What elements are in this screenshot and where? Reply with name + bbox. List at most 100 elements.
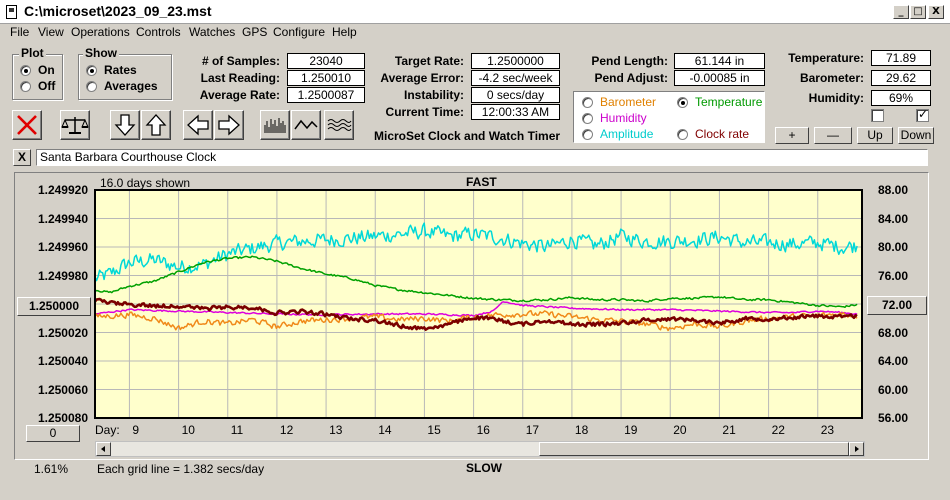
x-tick-label: 19 [624,423,638,437]
y-left-tick-label: 1.249920 [37,183,88,197]
plus-button[interactable]: + [775,127,809,144]
checkbox-1[interactable] [871,109,884,122]
menu-configure[interactable]: Configure [273,25,326,39]
amplitude-radio[interactable] [582,129,593,140]
x-tick-label: 21 [722,423,736,437]
scale-icon [61,117,89,134]
up-arrow-button[interactable] [141,110,171,140]
x-tick-label: 22 [771,423,785,437]
center-rate-button[interactable]: 1.250000 [17,297,91,316]
plot-on-label[interactable]: On [38,63,55,77]
series-line-clock-rate [93,297,858,332]
app-icon [6,5,17,19]
temperature-label: Temperature: [788,51,864,65]
y-left-tick-label: 1.249940 [37,211,88,226]
scroll-left-button[interactable] [96,442,111,456]
plot-group-title: Plot [19,46,46,60]
y-left-tick-label: 1.250060 [37,382,88,397]
series-line-temperature [94,255,858,309]
instability-label: Instability: [403,88,464,102]
show-averages-label[interactable]: Averages [104,79,158,93]
scroll-right-button[interactable] [849,442,864,456]
y-left-tick-label: 1.250020 [37,325,88,340]
day-label: Day: [95,423,120,437]
arrow-up-icon [145,114,167,136]
right-arrow-button[interactable] [214,110,244,140]
menu-operations[interactable]: Operations [71,25,130,39]
show-averages-radio[interactable] [86,81,97,92]
balance-button[interactable] [60,110,90,140]
x-tick-label: 16 [476,423,490,437]
x-tick-label: 9 [132,423,140,437]
wave-graph-button[interactable] [291,110,321,140]
bar-graph-button[interactable] [260,110,290,140]
minus-button[interactable]: — [814,127,852,144]
target-rate-field: 1.2500000 [471,53,560,69]
clock-rate-radio[interactable] [677,129,688,140]
menu-gps[interactable]: GPS [242,25,268,39]
clock-name-input[interactable]: Santa Barbara Courthouse Clock [36,149,928,166]
plot-off-label[interactable]: Off [38,79,56,93]
maximize-button[interactable]: □ [910,5,926,19]
up-button[interactable]: Up [857,127,893,144]
y-left-tick-label: 1.250080 [37,411,88,425]
days-shown-label: 16.0 days shown [100,176,191,190]
humidity-option-label[interactable]: Humidity [600,111,647,125]
plot-off-radio[interactable] [20,81,31,92]
checkbox-2[interactable]: ✓ [916,107,929,122]
x-tick-label: 23 [820,423,835,437]
center-sensor-button[interactable]: 72.00 [867,296,927,315]
current-time-field: 12:00:33 AM [471,104,560,120]
multi-wave-icon [327,119,352,131]
series-line-amplitude [94,222,858,282]
menu-file[interactable]: File [10,25,30,39]
menu-watches[interactable]: Watches [189,25,236,39]
temperature-radio[interactable] [677,97,688,108]
down-button[interactable]: Down [898,127,934,144]
samples-field: 23040 [287,53,365,69]
menu-controls[interactable]: Controls [136,25,181,39]
y-right-tick-label: 80.00 [877,240,908,254]
title-bar: C:\microset\2023_09_23.mst _ □ X [0,0,950,24]
y-right-tick-label: 84.00 [877,211,908,226]
zero-button[interactable]: 0 [26,425,80,442]
menu-help[interactable]: Help [332,25,357,39]
temperature-option-label[interactable]: Temperature [695,95,763,109]
multi-wave-button[interactable] [324,110,354,140]
plot-on-radio[interactable] [20,65,31,76]
left-arrow-button[interactable] [183,110,213,140]
pend-adjust-label: Pend Adjust: [594,71,668,85]
average-rate-field: 1.2500087 [287,87,365,103]
check-mark-icon: ✓ [918,107,929,121]
amplitude-option-label[interactable]: Amplitude [600,127,654,141]
minimize-button[interactable]: _ [893,5,909,19]
stop-button[interactable] [12,110,42,140]
show-rates-radio[interactable] [86,65,97,76]
show-rates-label[interactable]: Rates [104,63,137,77]
clear-clock-name-button[interactable]: X [13,149,31,166]
down-arrow-button[interactable] [110,110,140,140]
series-line-barometer [94,309,858,332]
window-title: C:\microset\2023_09_23.mst [24,3,212,19]
menu-view[interactable]: View [38,25,64,39]
last-reading-field: 1.250010 [287,70,365,86]
bars-icon [264,118,286,133]
y-left-tick-label: 1.250040 [37,354,88,368]
x-tick-label: 13 [329,423,343,437]
y-right-tick-label: 68.00 [877,325,908,340]
x-tick-label: 10 [181,423,195,437]
scroll-right-icon [855,446,859,452]
horizontal-scrollbar[interactable] [95,441,865,457]
humidity-radio[interactable] [582,113,593,124]
x-tick-label: 17 [525,423,540,437]
clock-rate-option-label[interactable]: Clock rate [695,127,750,141]
x-tick-label: 18 [574,423,589,437]
percent-label: 1.61% [34,462,69,476]
barometer-option-label[interactable]: Barometer [600,95,657,109]
barometer-radio[interactable] [582,97,593,108]
x-tick-label: 14 [378,423,392,437]
grid-note-label: Each grid line = 1.382 secs/day [97,462,265,476]
close-window-button[interactable]: X [928,5,944,19]
scroll-thumb[interactable] [539,442,849,456]
